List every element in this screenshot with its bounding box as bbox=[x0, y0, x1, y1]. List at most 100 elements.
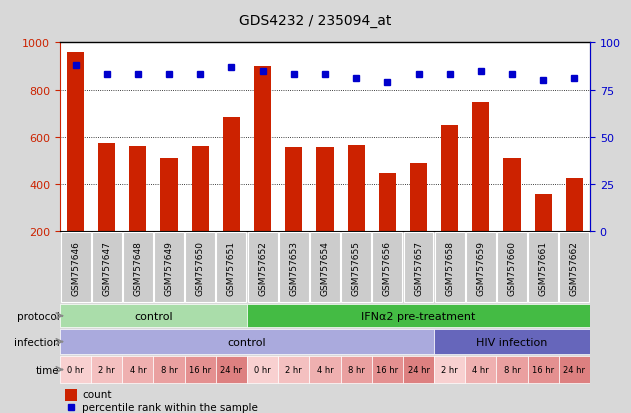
Bar bbox=[279, 233, 309, 302]
Text: 4 hr: 4 hr bbox=[473, 365, 489, 374]
Bar bbox=[278, 356, 309, 383]
Text: GSM757656: GSM757656 bbox=[383, 240, 392, 295]
Bar bbox=[91, 233, 122, 302]
Text: GSM757646: GSM757646 bbox=[71, 240, 80, 295]
Bar bbox=[285, 148, 302, 231]
Bar bbox=[497, 233, 527, 302]
Bar bbox=[216, 356, 247, 383]
Bar bbox=[61, 233, 90, 302]
Bar bbox=[410, 163, 427, 231]
Text: time: time bbox=[36, 365, 59, 375]
Bar bbox=[254, 67, 271, 231]
Bar bbox=[247, 356, 278, 383]
Bar bbox=[528, 233, 558, 302]
Bar bbox=[247, 304, 590, 328]
Text: GSM757654: GSM757654 bbox=[321, 240, 329, 295]
Text: infection: infection bbox=[14, 337, 59, 347]
Bar bbox=[186, 233, 215, 302]
Text: GSM757652: GSM757652 bbox=[258, 240, 267, 295]
Text: GSM757658: GSM757658 bbox=[445, 240, 454, 295]
Bar bbox=[192, 147, 209, 231]
Text: GSM757655: GSM757655 bbox=[351, 240, 361, 295]
Bar bbox=[123, 233, 153, 302]
Bar bbox=[534, 195, 551, 231]
Bar bbox=[67, 53, 84, 231]
Text: 24 hr: 24 hr bbox=[408, 365, 430, 374]
Bar bbox=[379, 174, 396, 231]
Text: GSM757650: GSM757650 bbox=[196, 240, 204, 295]
Text: 16 hr: 16 hr bbox=[189, 365, 211, 374]
Bar bbox=[341, 356, 372, 383]
Bar bbox=[247, 233, 278, 302]
Text: 2 hr: 2 hr bbox=[98, 365, 115, 374]
Text: 4 hr: 4 hr bbox=[129, 365, 146, 374]
Bar bbox=[216, 233, 246, 302]
Bar bbox=[472, 102, 490, 231]
Text: 8 hr: 8 hr bbox=[161, 365, 177, 374]
Text: GSM757651: GSM757651 bbox=[227, 240, 236, 295]
Text: GSM757662: GSM757662 bbox=[570, 240, 579, 295]
Text: GSM757657: GSM757657 bbox=[414, 240, 423, 295]
Bar bbox=[129, 147, 146, 231]
Bar bbox=[98, 143, 115, 231]
Bar bbox=[60, 356, 91, 383]
Bar bbox=[434, 356, 465, 383]
Bar bbox=[341, 233, 371, 302]
Text: GSM757660: GSM757660 bbox=[507, 240, 517, 295]
Text: protocol: protocol bbox=[16, 311, 59, 321]
Text: 8 hr: 8 hr bbox=[348, 365, 365, 374]
Text: GSM757661: GSM757661 bbox=[539, 240, 548, 295]
Bar bbox=[60, 304, 247, 328]
Text: GSM757659: GSM757659 bbox=[476, 240, 485, 295]
Text: 24 hr: 24 hr bbox=[220, 365, 242, 374]
Bar bbox=[434, 330, 590, 354]
Text: HIV infection: HIV infection bbox=[476, 337, 548, 347]
Bar bbox=[566, 178, 583, 231]
Text: IFNα2 pre-treatment: IFNα2 pre-treatment bbox=[362, 311, 476, 321]
Bar bbox=[465, 356, 497, 383]
Bar bbox=[560, 233, 589, 302]
Text: 2 hr: 2 hr bbox=[441, 365, 458, 374]
Bar bbox=[60, 330, 434, 354]
Text: GSM757653: GSM757653 bbox=[289, 240, 298, 295]
Bar bbox=[441, 126, 458, 231]
Text: 8 hr: 8 hr bbox=[504, 365, 521, 374]
Text: control: control bbox=[228, 337, 266, 347]
Bar bbox=[153, 356, 185, 383]
Text: 0 hr: 0 hr bbox=[254, 365, 271, 374]
Text: GDS4232 / 235094_at: GDS4232 / 235094_at bbox=[239, 14, 392, 28]
Bar bbox=[435, 233, 464, 302]
Bar bbox=[154, 233, 184, 302]
Bar bbox=[91, 356, 122, 383]
Text: 16 hr: 16 hr bbox=[532, 365, 554, 374]
Bar bbox=[372, 356, 403, 383]
Text: 2 hr: 2 hr bbox=[285, 365, 302, 374]
Text: 24 hr: 24 hr bbox=[563, 365, 586, 374]
Bar bbox=[310, 233, 340, 302]
Text: percentile rank within the sample: percentile rank within the sample bbox=[82, 402, 258, 412]
Text: GSM757649: GSM757649 bbox=[165, 240, 174, 295]
Bar bbox=[65, 389, 77, 401]
Bar bbox=[372, 233, 403, 302]
Bar bbox=[404, 233, 433, 302]
Text: count: count bbox=[82, 389, 112, 399]
Bar bbox=[559, 356, 590, 383]
Bar bbox=[348, 145, 365, 231]
Text: 0 hr: 0 hr bbox=[67, 365, 84, 374]
Bar bbox=[466, 233, 496, 302]
Bar bbox=[504, 159, 521, 231]
Bar bbox=[309, 356, 341, 383]
Bar bbox=[160, 159, 178, 231]
Bar bbox=[316, 148, 334, 231]
Bar bbox=[403, 356, 434, 383]
Text: GSM757648: GSM757648 bbox=[133, 240, 143, 295]
Bar bbox=[497, 356, 528, 383]
Bar bbox=[223, 117, 240, 231]
Text: GSM757647: GSM757647 bbox=[102, 240, 111, 295]
Text: 16 hr: 16 hr bbox=[376, 365, 398, 374]
Text: control: control bbox=[134, 311, 173, 321]
Bar bbox=[528, 356, 559, 383]
Bar bbox=[185, 356, 216, 383]
Bar bbox=[122, 356, 153, 383]
Text: 4 hr: 4 hr bbox=[317, 365, 333, 374]
